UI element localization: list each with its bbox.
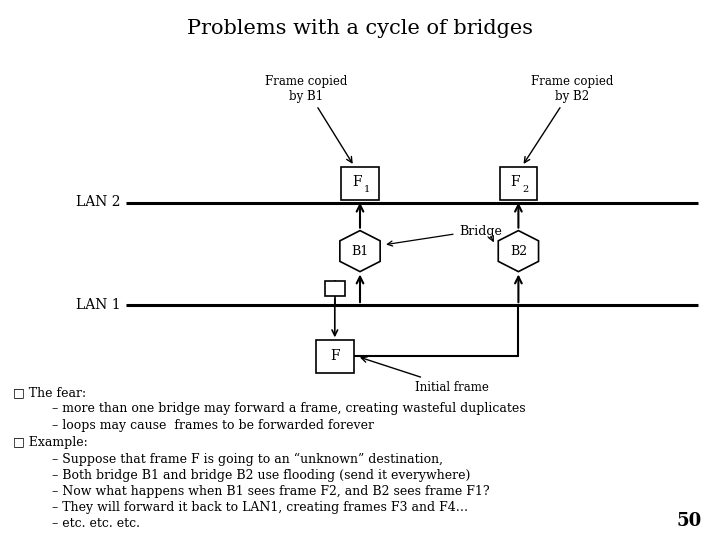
Text: Frame copied
by B1: Frame copied by B1: [265, 75, 352, 163]
FancyBboxPatch shape: [325, 281, 345, 296]
Text: LAN 1: LAN 1: [76, 298, 120, 312]
Text: F: F: [352, 175, 362, 189]
Polygon shape: [340, 231, 380, 272]
FancyBboxPatch shape: [341, 167, 379, 200]
Text: B1: B1: [351, 245, 369, 258]
Text: □ Example:: □ Example:: [13, 436, 88, 449]
FancyBboxPatch shape: [316, 340, 354, 373]
Polygon shape: [498, 231, 539, 272]
Text: – Now what happens when B1 sees frame F2, and B2 sees frame F1?: – Now what happens when B1 sees frame F2…: [52, 485, 490, 498]
Text: – more than one bridge may forward a frame, creating wasteful duplicates: – more than one bridge may forward a fra…: [52, 402, 526, 415]
Text: □ The fear:: □ The fear:: [13, 386, 86, 399]
Text: 2: 2: [523, 185, 528, 193]
Text: 50: 50: [677, 512, 702, 530]
Text: – etc. etc. etc.: – etc. etc. etc.: [52, 517, 140, 530]
Text: – Suppose that frame F is going to an “unknown” destination,: – Suppose that frame F is going to an “u…: [52, 453, 443, 466]
Text: – loops may cause  frames to be forwarded forever: – loops may cause frames to be forwarded…: [52, 418, 374, 431]
Text: Initial frame: Initial frame: [361, 357, 489, 394]
Text: F: F: [510, 175, 521, 189]
Text: Problems with a cycle of bridges: Problems with a cycle of bridges: [187, 19, 533, 38]
Text: – Both bridge B1 and bridge B2 use flooding (send it everywhere): – Both bridge B1 and bridge B2 use flood…: [52, 469, 470, 482]
Text: LAN 2: LAN 2: [76, 195, 120, 210]
Text: Bridge: Bridge: [459, 225, 503, 238]
Text: F: F: [330, 349, 340, 363]
Text: 1: 1: [364, 185, 370, 193]
Text: Frame copied
by B2: Frame copied by B2: [524, 75, 613, 163]
FancyBboxPatch shape: [500, 167, 537, 200]
Text: B2: B2: [510, 245, 527, 258]
Text: – They will forward it back to LAN1, creating frames F3 and F4…: – They will forward it back to LAN1, cre…: [52, 501, 468, 514]
